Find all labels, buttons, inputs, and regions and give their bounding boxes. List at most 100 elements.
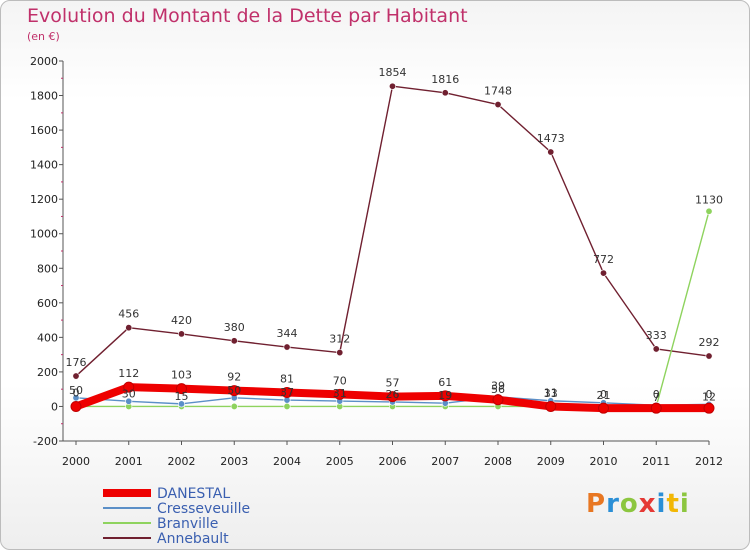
data-label-danestal: 0: [73, 386, 80, 399]
y-tick-label: 1400: [30, 159, 58, 172]
data-label-cresseveuille: 19: [438, 389, 452, 402]
data-point-annebault: [72, 372, 80, 380]
data-point-danestal: [123, 381, 135, 393]
data-label-annebault: 1816: [431, 73, 459, 86]
data-point-annebault: [599, 269, 607, 277]
y-tick-label: 2000: [30, 55, 58, 68]
x-tick-label: 2012: [695, 455, 723, 468]
y-tick-label: 0: [51, 400, 58, 413]
x-tick-label: 2003: [220, 455, 248, 468]
chart-subtitle: (en €): [27, 30, 60, 43]
x-tick-label: 2006: [379, 455, 407, 468]
data-label-cresseveuille: 7: [653, 391, 660, 404]
data-point-annebault: [230, 337, 238, 345]
data-point-danestal: [387, 391, 398, 403]
x-tick-label: 2005: [326, 455, 354, 468]
data-point-danestal: [70, 400, 82, 412]
data-label-danestal: 61: [438, 376, 452, 389]
data-label-danestal: 57: [386, 377, 400, 390]
data-label-cresseveuille: 30: [122, 387, 136, 400]
data-label-danestal: 0: [653, 388, 660, 401]
x-tick-label: 2007: [431, 455, 459, 468]
data-label-danestal: 70: [333, 374, 347, 387]
data-point-danestal: [176, 383, 187, 395]
data-point-danestal: [703, 402, 715, 414]
y-tick-label: 400: [37, 331, 58, 344]
x-tick-label: 2008: [484, 455, 512, 468]
data-label-danestal: 92: [227, 371, 241, 384]
x-tick-label: 2004: [273, 455, 301, 468]
data-point-danestal: [492, 394, 504, 406]
data-label-danestal: 39: [491, 380, 505, 393]
data-point-branville: [705, 207, 713, 215]
data-point-danestal: [334, 388, 346, 400]
data-label-danestal: 81: [280, 372, 294, 385]
x-tick-label: 2002: [168, 455, 196, 468]
data-point-annebault: [336, 349, 344, 357]
x-tick-label: 2010: [590, 455, 618, 468]
x-tick-label: 2000: [62, 455, 90, 468]
data-label-annebault: 380: [224, 321, 245, 334]
data-label-cresseveuille: 15: [175, 390, 189, 403]
data-label-annebault: 176: [66, 356, 87, 369]
legend-label-danestal: DANESTAL: [157, 486, 230, 502]
data-point-annebault: [494, 101, 502, 109]
legend-label-cresseveuille: Cresseveuille: [157, 501, 250, 517]
data-point-annebault: [652, 345, 660, 353]
data-label-annebault: 456: [118, 308, 139, 321]
data-point-danestal: [439, 390, 451, 402]
y-tick-label: 600: [37, 297, 58, 310]
data-label-annebault: 420: [171, 314, 192, 327]
y-tick-label: 1000: [30, 228, 58, 241]
data-point-annebault: [283, 343, 291, 351]
y-tick-label: 800: [37, 262, 58, 275]
data-label-cresseveuille: 56: [491, 383, 505, 396]
data-point-annebault: [441, 89, 449, 97]
proxiti-logo: Proxiti: [586, 489, 690, 519]
data-label-branville: 1130: [695, 193, 723, 206]
data-point-annebault: [388, 82, 396, 90]
data-label-annebault: 312: [329, 333, 350, 346]
data-point-danestal: [598, 402, 609, 414]
data-label-danestal: 112: [118, 367, 139, 380]
data-label-annebault: 1748: [484, 85, 512, 98]
data-label-danestal: 11: [544, 386, 558, 399]
legend-label-branville: Branville: [157, 516, 218, 532]
y-tick-label: 200: [37, 366, 58, 379]
data-point-cresseveuille: [125, 397, 133, 405]
data-label-annebault: 772: [593, 253, 614, 266]
data-point-danestal: [281, 386, 293, 398]
data-label-annebault: 1473: [537, 132, 565, 145]
data-point-annebault: [178, 330, 186, 338]
data-label-annebault: 292: [699, 336, 720, 349]
y-tick-label: 1600: [30, 124, 58, 137]
data-label-cresseveuille: 31: [333, 387, 347, 400]
data-label-danestal: 0: [706, 388, 713, 401]
data-point-danestal: [228, 385, 240, 397]
legend-label-annebault: Annebault: [157, 531, 229, 547]
x-tick-label: 2001: [115, 455, 143, 468]
chart-title: Evolution du Montant de la Dette par Hab…: [27, 5, 468, 27]
data-point-danestal: [650, 402, 662, 414]
data-point-annebault: [547, 148, 555, 156]
data-label-cresseveuille: 12: [702, 390, 716, 403]
data-label-danestal: 0: [600, 388, 607, 401]
data-label-annebault: 1854: [379, 66, 407, 79]
data-label-cresseveuille: 50: [69, 384, 83, 397]
data-point-branville: [283, 402, 291, 410]
data-point-annebault: [125, 324, 133, 332]
x-tick-label: 2009: [537, 455, 565, 468]
y-tick-label: 1800: [30, 90, 58, 103]
data-point-cresseveuille: [178, 400, 186, 408]
data-label-cresseveuille: 26: [386, 388, 400, 401]
data-label-cresseveuille: 33: [544, 387, 558, 400]
data-label-annebault: 344: [277, 327, 298, 340]
data-label-danestal: 103: [171, 369, 192, 382]
data-point-annebault: [705, 352, 713, 360]
data-label-annebault: 333: [646, 329, 667, 342]
data-label-cresseveuille: 37: [280, 386, 294, 399]
data-point-branville: [230, 402, 238, 410]
y-tick-label: 1200: [30, 193, 58, 206]
